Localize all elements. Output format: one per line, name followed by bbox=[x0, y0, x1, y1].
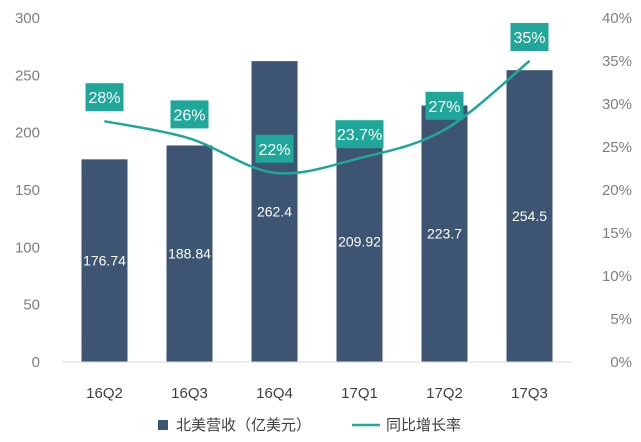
rate-label-box bbox=[85, 83, 124, 112]
right-axis-tick-label: 25% bbox=[602, 139, 632, 156]
legend-bar-swatch bbox=[158, 420, 168, 430]
rate-label-text: 28% bbox=[88, 90, 120, 107]
left-axis-tick-label: 150 bbox=[15, 182, 40, 199]
left-axis: 0 50 100 150 200 250 300 bbox=[15, 10, 40, 371]
bar-value-label: 254.5 bbox=[512, 208, 547, 224]
rate-label-box bbox=[510, 23, 549, 51]
bar-value-label: 223.7 bbox=[427, 226, 462, 242]
bar bbox=[421, 105, 468, 363]
rate-label-text: 27% bbox=[428, 99, 460, 116]
right-axis-tick-label: 5% bbox=[610, 311, 632, 328]
growth-point bbox=[359, 157, 360, 159]
bar bbox=[251, 61, 298, 363]
rate-label-text: 23.7% bbox=[337, 127, 382, 144]
left-axis-tick-label: 100 bbox=[15, 239, 40, 256]
rate-labels: 28% 26% 22% 23.7% 27% 35% bbox=[85, 23, 549, 163]
rate-label-box bbox=[170, 100, 209, 129]
right-axis-tick-label: 20% bbox=[602, 182, 632, 199]
growth-point bbox=[529, 60, 530, 62]
growth-line-path bbox=[104, 60, 531, 175]
bars: 176.74 188.84 262.4 209.92 223.7 254.5 bbox=[81, 61, 553, 363]
legend: 北美营收（亿美元） 同比增长率 bbox=[158, 416, 461, 434]
right-axis-tick-label: 0% bbox=[610, 354, 632, 371]
bar-value-label: 209.92 bbox=[338, 234, 381, 250]
rate-label-box bbox=[425, 91, 464, 120]
growth-line bbox=[104, 60, 531, 175]
rate-label-text: 26% bbox=[173, 107, 205, 124]
category-label: 17Q1 bbox=[341, 385, 378, 402]
category-label: 16Q3 bbox=[171, 385, 208, 402]
growth-point bbox=[189, 137, 190, 139]
growth-point bbox=[104, 120, 105, 122]
category-labels: 16Q2 16Q3 16Q4 17Q1 17Q2 17Q3 bbox=[86, 385, 548, 402]
growth-point bbox=[274, 172, 275, 174]
growth-point bbox=[444, 129, 445, 131]
right-axis-tick-label: 35% bbox=[602, 53, 632, 70]
rate-label-text: 35% bbox=[513, 30, 545, 47]
category-label: 17Q3 bbox=[511, 385, 548, 402]
bar-value-label: 188.84 bbox=[168, 246, 211, 262]
left-axis-tick-label: 0 bbox=[32, 354, 40, 371]
category-label: 16Q4 bbox=[256, 385, 293, 402]
left-axis-tick-label: 250 bbox=[15, 67, 40, 84]
left-axis-tick-label: 50 bbox=[23, 297, 40, 314]
left-axis-tick-label: 200 bbox=[15, 125, 40, 142]
legend-line-label: 同比增长率 bbox=[386, 416, 461, 434]
rate-label-box bbox=[335, 120, 384, 149]
rate-label-box bbox=[255, 134, 294, 163]
rate-label-text: 22% bbox=[258, 142, 290, 159]
left-axis-tick-label: 300 bbox=[15, 10, 40, 27]
category-label: 16Q2 bbox=[86, 385, 123, 402]
bar bbox=[81, 159, 128, 362]
bar bbox=[506, 70, 553, 362]
right-axis-tick-label: 30% bbox=[602, 96, 632, 113]
right-axis-tick-label: 15% bbox=[602, 225, 632, 242]
category-label: 17Q2 bbox=[426, 385, 463, 402]
bar-value-label: 262.4 bbox=[257, 204, 292, 220]
bar-value-label: 176.74 bbox=[83, 253, 126, 269]
bar bbox=[166, 145, 213, 362]
legend-bar-label: 北美营收（亿美元） bbox=[176, 416, 311, 434]
right-axis-tick-label: 10% bbox=[602, 268, 632, 285]
right-axis: 0% 5% 10% 15% 20% 25% 30% 35% 40% bbox=[602, 10, 632, 371]
right-axis-tick-label: 40% bbox=[602, 10, 632, 27]
